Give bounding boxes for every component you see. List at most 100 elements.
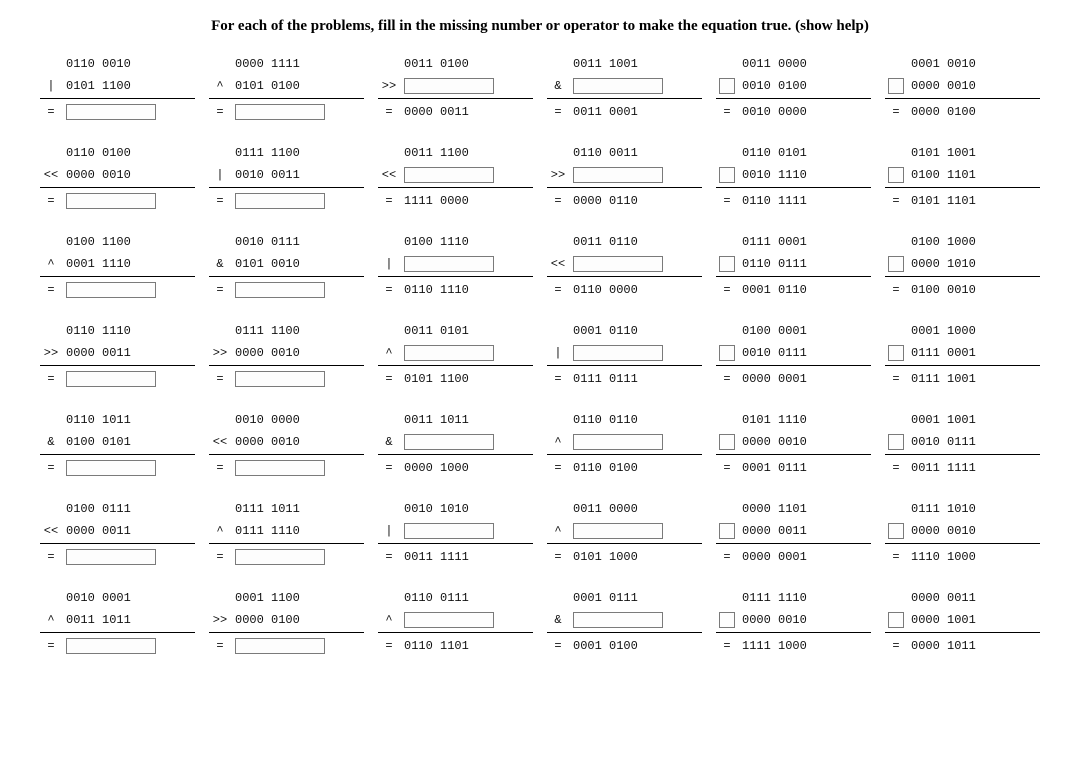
operator-input[interactable] bbox=[888, 78, 904, 94]
operand-a: 0010 0111 bbox=[231, 235, 364, 249]
operator-cell bbox=[716, 345, 738, 361]
operator: ^ bbox=[378, 613, 400, 627]
problem-cell: 0000 11010000 0011=0000 0001 bbox=[716, 498, 871, 567]
result-cell bbox=[231, 282, 364, 298]
operand-b-input[interactable] bbox=[573, 523, 663, 539]
operand-a: 0100 0111 bbox=[62, 502, 195, 516]
operand-b-input[interactable] bbox=[404, 612, 494, 628]
result: 0110 1111 bbox=[738, 194, 871, 208]
result-input[interactable] bbox=[235, 638, 325, 654]
operator-input[interactable] bbox=[888, 612, 904, 628]
operand-b: 0110 0111 bbox=[738, 257, 871, 271]
result-cell bbox=[62, 549, 195, 565]
operand-b-input[interactable] bbox=[404, 345, 494, 361]
result-input[interactable] bbox=[235, 193, 325, 209]
operator: ^ bbox=[547, 524, 569, 538]
operator: | bbox=[209, 168, 231, 182]
operator-input[interactable] bbox=[719, 167, 735, 183]
equals-sign: = bbox=[40, 639, 62, 653]
operator: >> bbox=[40, 346, 62, 360]
result-input[interactable] bbox=[66, 371, 156, 387]
operator-input[interactable] bbox=[719, 78, 735, 94]
result-input[interactable] bbox=[235, 282, 325, 298]
operand-b-input[interactable] bbox=[404, 167, 494, 183]
result-input[interactable] bbox=[66, 282, 156, 298]
divider bbox=[378, 98, 533, 99]
result: 0011 1111 bbox=[907, 461, 1040, 475]
operator-input[interactable] bbox=[719, 523, 735, 539]
operand-b: 0000 0010 bbox=[738, 435, 871, 449]
result-input[interactable] bbox=[235, 549, 325, 565]
result-input[interactable] bbox=[235, 104, 325, 120]
operator-input[interactable] bbox=[719, 256, 735, 272]
operand-b-input[interactable] bbox=[404, 523, 494, 539]
operand-b: 0000 0010 bbox=[231, 346, 364, 360]
operator: >> bbox=[547, 168, 569, 182]
operator: & bbox=[378, 435, 400, 449]
problem-cell: 0011 0100>>=0000 0011 bbox=[378, 53, 533, 122]
operator-input[interactable] bbox=[888, 523, 904, 539]
operand-b-input[interactable] bbox=[573, 434, 663, 450]
problems-grid: 0110 0010|0101 1100=0000 1111^0101 0100=… bbox=[40, 53, 1040, 656]
operand-a: 0000 1111 bbox=[231, 57, 364, 71]
operand-b-input[interactable] bbox=[573, 78, 663, 94]
equals-sign: = bbox=[378, 105, 400, 119]
divider bbox=[885, 276, 1040, 277]
operand-b: 0101 1100 bbox=[62, 79, 195, 93]
operand-b: 0000 0010 bbox=[62, 168, 195, 182]
problem-cell: 0001 10010010 0111=0011 1111 bbox=[885, 409, 1040, 478]
problem-cell: 0001 00100000 0010=0000 0100 bbox=[885, 53, 1040, 122]
operand-b-input[interactable] bbox=[404, 256, 494, 272]
equals-sign: = bbox=[716, 194, 738, 208]
divider bbox=[716, 365, 871, 366]
equals-sign: = bbox=[547, 639, 569, 653]
problem-cell: 0011 0000^=0101 1000 bbox=[547, 498, 702, 567]
operand-b-input[interactable] bbox=[573, 345, 663, 361]
operand-b: 0101 0100 bbox=[231, 79, 364, 93]
divider bbox=[378, 365, 533, 366]
operand-b-cell bbox=[569, 78, 702, 94]
result-input[interactable] bbox=[66, 193, 156, 209]
problem-cell: 0111 00010110 0111=0001 0110 bbox=[716, 231, 871, 300]
divider bbox=[378, 454, 533, 455]
equals-sign: = bbox=[209, 372, 231, 386]
operator-input[interactable] bbox=[719, 434, 735, 450]
operator-input[interactable] bbox=[719, 345, 735, 361]
operand-a: 0010 0001 bbox=[62, 591, 195, 605]
equals-sign: = bbox=[716, 550, 738, 564]
result-input[interactable] bbox=[66, 549, 156, 565]
problem-cell: 0010 0000<<0000 0010= bbox=[209, 409, 364, 478]
operator: & bbox=[40, 435, 62, 449]
operand-b: 0101 0010 bbox=[231, 257, 364, 271]
operand-b: 0000 0011 bbox=[62, 346, 195, 360]
operator-input[interactable] bbox=[719, 612, 735, 628]
result-input[interactable] bbox=[66, 638, 156, 654]
operand-b-input[interactable] bbox=[573, 612, 663, 628]
operand-b-input[interactable] bbox=[573, 256, 663, 272]
operator-input[interactable] bbox=[888, 256, 904, 272]
operand-a: 0000 1101 bbox=[738, 502, 871, 516]
operator-input[interactable] bbox=[888, 434, 904, 450]
result-input[interactable] bbox=[235, 460, 325, 476]
operand-b-input[interactable] bbox=[404, 78, 494, 94]
result: 0101 1000 bbox=[569, 550, 702, 564]
equals-sign: = bbox=[209, 461, 231, 475]
result: 1111 1000 bbox=[738, 639, 871, 653]
operator: ^ bbox=[209, 79, 231, 93]
result-cell bbox=[62, 104, 195, 120]
problem-cell: 0011 00000010 0100=0010 0000 bbox=[716, 53, 871, 122]
operator-input[interactable] bbox=[888, 167, 904, 183]
show-help-link[interactable]: (show help) bbox=[795, 18, 869, 34]
problem-cell: 0111 1100|0010 0011= bbox=[209, 142, 364, 211]
result-input[interactable] bbox=[235, 371, 325, 387]
divider bbox=[547, 632, 702, 633]
divider bbox=[209, 454, 364, 455]
equals-sign: = bbox=[378, 639, 400, 653]
operator: & bbox=[209, 257, 231, 271]
result-input[interactable] bbox=[66, 104, 156, 120]
operand-a: 0110 0010 bbox=[62, 57, 195, 71]
operator-input[interactable] bbox=[888, 345, 904, 361]
operand-b-input[interactable] bbox=[573, 167, 663, 183]
result-input[interactable] bbox=[66, 460, 156, 476]
operand-b-input[interactable] bbox=[404, 434, 494, 450]
